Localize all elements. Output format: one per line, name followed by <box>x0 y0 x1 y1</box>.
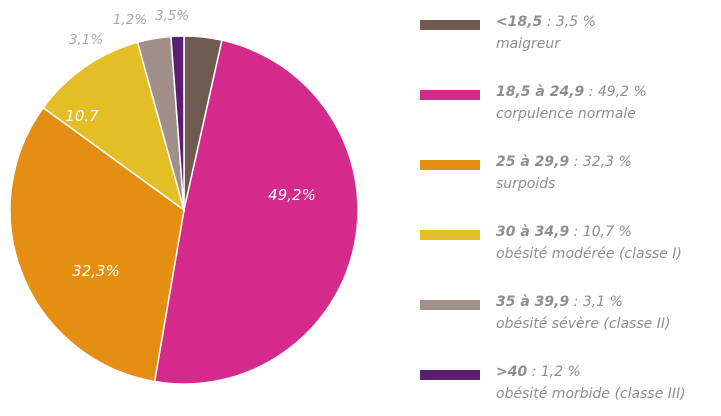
legend-heading: <18,5 : 3,5 % <box>496 14 596 30</box>
legend-description: obésité morbide (classe III) <box>496 386 686 402</box>
legend-range: 18,5 à 24,9 <box>496 84 585 100</box>
legend: <18,5 : 3,5 % maigreur 18,5 à 24,9 : 49,… <box>420 0 720 416</box>
legend-range: <18,5 <box>496 14 543 30</box>
legend-range: 30 à 34,9 <box>496 224 570 240</box>
slice-outer-label: 1,2% <box>113 12 147 28</box>
slice-value-label: 32,3% <box>72 262 120 280</box>
legend-value: : 3,1 % <box>569 294 623 310</box>
legend-heading: 18,5 à 24,9 : 49,2 % <box>496 84 647 100</box>
legend-description: obésité sévère (classe II) <box>496 316 671 332</box>
legend-value: : 1,2 % <box>527 364 581 380</box>
slice-value-label: 49,2% <box>268 186 316 204</box>
legend-range: 25 à 29,9 <box>496 154 570 170</box>
slice-outer-label: 3,5% <box>155 8 189 24</box>
pie-slice <box>9 106 185 383</box>
pie-chart: 3,5% 49,2% 32,3% 10.7 3,1% 1,2% <box>9 8 359 385</box>
legend-heading: 30 à 34,9 : 10,7 % <box>496 224 632 240</box>
slice-outer-label: 3,1% <box>69 32 103 48</box>
slice-value-label: 10.7 <box>65 107 99 125</box>
legend-description: surpoids <box>496 176 556 192</box>
legend-swatch <box>420 160 480 170</box>
legend-heading: 25 à 29,9 : 32,3 % <box>496 154 632 170</box>
legend-heading: 35 à 39,9 : 3,1 % <box>496 294 623 310</box>
legend-swatch <box>420 370 480 380</box>
legend-swatch <box>420 90 480 100</box>
legend-heading: >40 : 1,2 % <box>496 364 581 380</box>
legend-value: : 49,2 % <box>584 84 647 100</box>
legend-range: 35 à 39,9 <box>496 294 570 310</box>
legend-range: >40 <box>496 364 528 380</box>
legend-description: obésité modérée (classe I) <box>496 246 682 262</box>
legend-value: : 3,5 % <box>542 14 596 30</box>
pie-slice <box>153 39 359 385</box>
pie-slice <box>170 35 185 211</box>
legend-value: : 10,7 % <box>569 224 632 240</box>
legend-swatch <box>420 230 480 240</box>
legend-swatch <box>420 20 480 30</box>
legend-description: maigreur <box>496 36 560 52</box>
legend-swatch <box>420 300 480 310</box>
legend-value: : 32,3 % <box>569 154 632 170</box>
legend-description: corpulence normale <box>496 106 636 122</box>
